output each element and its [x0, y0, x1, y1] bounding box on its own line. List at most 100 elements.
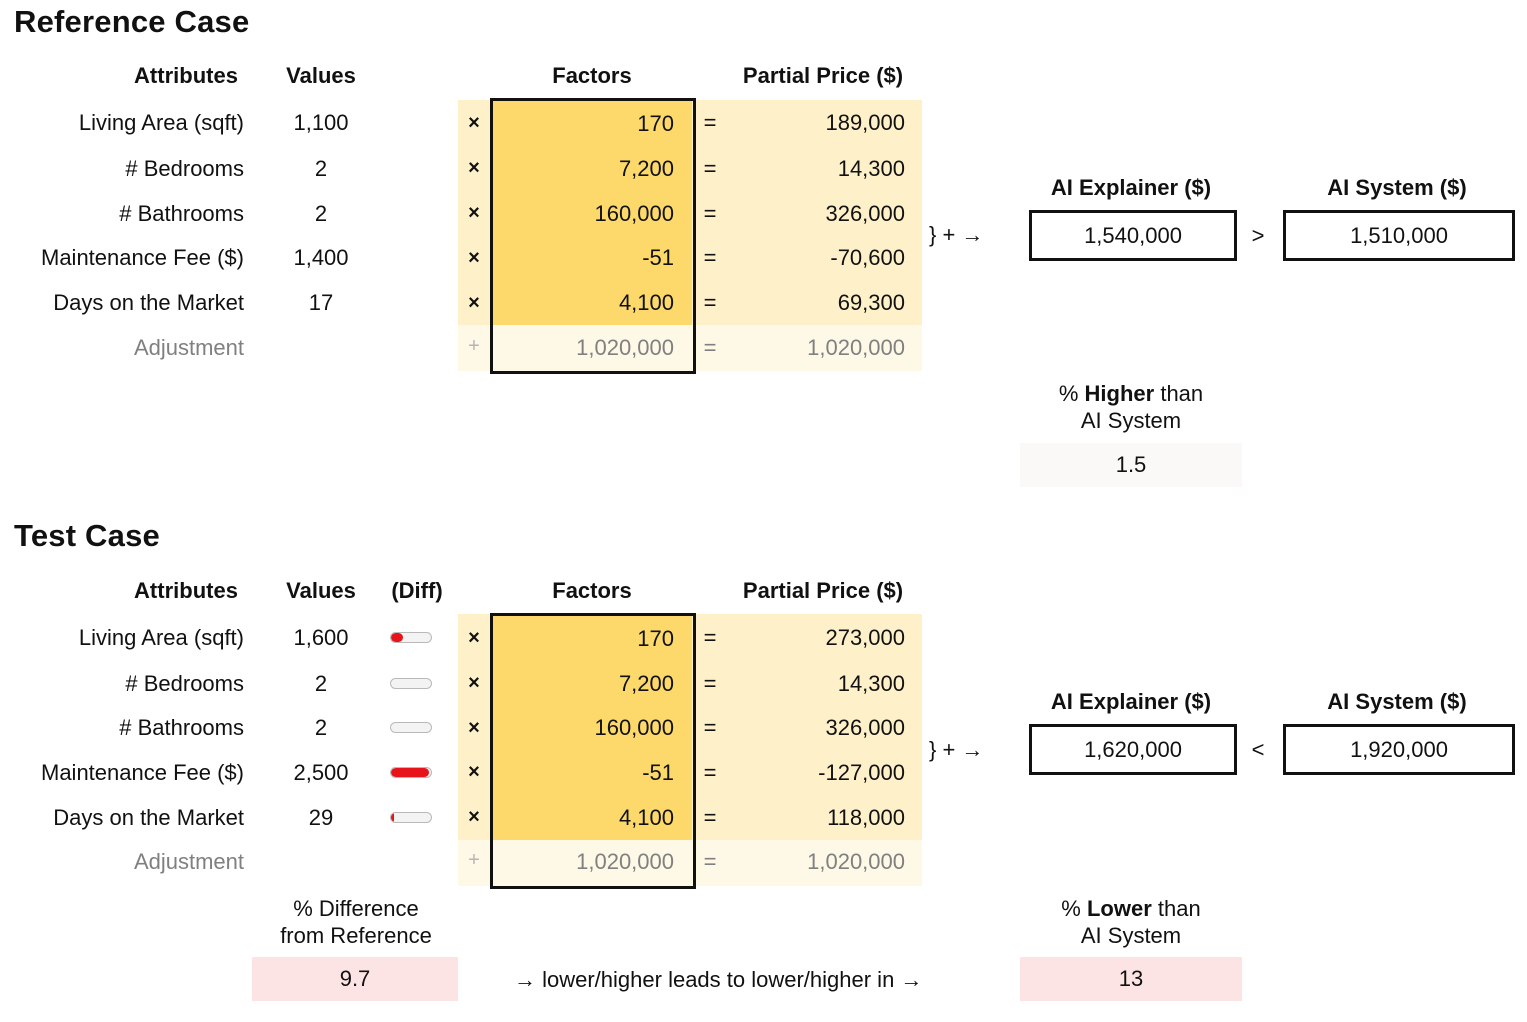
- test-percent-label: % Lower than AI System: [1011, 895, 1251, 949]
- attribute-label: Living Area (sqft): [78, 625, 244, 650]
- equals-sign: =: [703, 715, 717, 740]
- test-ai-system-label: AI System ($): [1327, 689, 1467, 714]
- ref-values-header: Values: [286, 63, 356, 88]
- partial-price-value: 14,300: [837, 671, 905, 696]
- equals-sign: =: [703, 671, 717, 696]
- attribute-label: # Bedrooms: [125, 671, 244, 696]
- flow-text: → lower/higher leads to lower/higher in …: [514, 967, 923, 992]
- percent-direction: Lower: [1086, 896, 1152, 921]
- test-diff-value: 9.7: [252, 957, 458, 1001]
- diff-bar-fill: [391, 813, 395, 822]
- test-values-header: Values: [286, 578, 356, 603]
- ref-ai-system-label: AI System ($): [1327, 175, 1467, 200]
- attribute-value: 17: [308, 290, 334, 315]
- diff-label-line1: % Difference: [293, 896, 419, 921]
- multiply-sign: ×: [468, 761, 480, 783]
- test-ai-explainer-label: AI Explainer ($): [1050, 689, 1212, 714]
- test-diff-label: % Difference from Reference: [236, 895, 476, 949]
- diff-bar: [390, 722, 432, 733]
- test-attributes-header: Attributes: [134, 578, 238, 603]
- ref-adjustment-background: [458, 325, 922, 371]
- multiply-sign: ×: [468, 627, 480, 649]
- equals-sign: =: [703, 110, 717, 135]
- diff-label-line2: from Reference: [280, 923, 432, 948]
- multiply-sign: ×: [468, 247, 480, 269]
- factor-value: 170: [637, 626, 674, 651]
- test-percent-value: 13: [1020, 957, 1242, 1001]
- attribute-label: Living Area (sqft): [78, 110, 244, 135]
- factor-value: 160,000: [594, 201, 674, 226]
- attribute-label: Maintenance Fee ($): [41, 245, 244, 270]
- equals-sign: =: [703, 201, 717, 226]
- partial-price-value: 189,000: [825, 110, 905, 135]
- multiply-sign: ×: [468, 157, 480, 179]
- factor-value: 4,100: [618, 290, 674, 315]
- equals-sign: =: [703, 625, 717, 650]
- percent-prefix: %: [1061, 896, 1087, 921]
- attribute-value: 1,100: [293, 110, 349, 135]
- equals-sign: =: [703, 290, 717, 315]
- multiply-sign: ×: [468, 292, 480, 314]
- percent-suffix: than: [1151, 896, 1201, 921]
- sum-arrow: } + →: [929, 737, 984, 762]
- partial-price-value: -70,600: [830, 245, 905, 270]
- attribute-label: # Bathrooms: [119, 201, 244, 226]
- adjustment-factor-value: 1,020,000: [576, 849, 674, 874]
- attribute-label: Maintenance Fee ($): [41, 760, 244, 785]
- factor-value: -51: [642, 760, 674, 785]
- ref-percent-value: 1.5: [1020, 443, 1242, 487]
- percent-line2: AI System: [1080, 923, 1182, 948]
- partial-price-value: 326,000: [825, 201, 905, 226]
- multiply-sign: ×: [468, 112, 480, 134]
- test-adjustment-background: [458, 840, 922, 886]
- diff-bar: [390, 632, 432, 643]
- ref-partial-price-header: Partial Price ($): [742, 63, 904, 88]
- ref-factors-header: Factors: [552, 63, 632, 88]
- sum-arrow: } + →: [929, 222, 984, 247]
- partial-price-value: 69,300: [837, 290, 905, 315]
- multiply-sign: ×: [468, 806, 480, 828]
- factor-value: -51: [642, 245, 674, 270]
- plus-sign: +: [468, 849, 480, 871]
- attribute-label: # Bathrooms: [119, 715, 244, 740]
- partial-price-value: -127,000: [818, 760, 905, 785]
- test-comparison-sign: <: [1251, 737, 1265, 762]
- factor-value: 170: [637, 111, 674, 136]
- equals-sign: =: [703, 849, 717, 874]
- adjustment-partial-value: 1,020,000: [807, 849, 905, 874]
- ref-ai-system-value: 1,510,000: [1283, 210, 1515, 261]
- equals-sign: =: [703, 156, 717, 181]
- partial-price-value: 326,000: [825, 715, 905, 740]
- percent-prefix: %: [1058, 381, 1085, 406]
- percent-direction: Higher: [1084, 381, 1155, 406]
- factor-value: 160,000: [594, 715, 674, 740]
- reference-case-title: Reference Case: [14, 4, 250, 39]
- test-factors-outline: [490, 613, 696, 889]
- test-partial-price-header: Partial Price ($): [742, 578, 904, 603]
- ref-percent-label: % Higher than AI System: [1011, 380, 1251, 434]
- diff-bar-fill: [391, 768, 429, 777]
- equals-sign: =: [703, 760, 717, 785]
- diff-bar-fill: [391, 633, 403, 642]
- multiply-sign: ×: [468, 202, 480, 224]
- equals-sign: =: [703, 805, 717, 830]
- partial-price-value: 273,000: [825, 625, 905, 650]
- ref-factors-highlight: [492, 100, 692, 325]
- equals-sign: =: [703, 335, 717, 360]
- adjustment-label: Adjustment: [133, 849, 244, 874]
- partial-price-value: 14,300: [837, 156, 905, 181]
- attribute-value: 1,600: [293, 625, 349, 650]
- ref-comparison-sign: >: [1251, 223, 1265, 248]
- diff-bar: [390, 812, 432, 823]
- attribute-value: 2: [314, 156, 328, 181]
- attribute-value: 2: [314, 671, 328, 696]
- diff-bar: [390, 678, 432, 689]
- factor-value: 7,200: [618, 156, 674, 181]
- attribute-value: 2: [314, 201, 328, 226]
- test-diff-header: (Diff): [391, 578, 443, 603]
- attribute-value: 1,400: [293, 245, 349, 270]
- multiply-sign: ×: [468, 672, 480, 694]
- equals-sign: =: [703, 245, 717, 270]
- factor-value: 4,100: [618, 805, 674, 830]
- attribute-value: 2: [314, 715, 328, 740]
